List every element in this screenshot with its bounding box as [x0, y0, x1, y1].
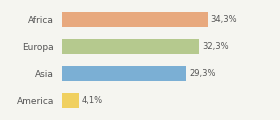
Text: 32,3%: 32,3%: [202, 42, 229, 51]
Bar: [62, 39, 199, 54]
Bar: [62, 66, 186, 81]
Bar: [62, 12, 207, 27]
Text: 29,3%: 29,3%: [189, 69, 216, 78]
Bar: [62, 93, 79, 108]
Text: 4,1%: 4,1%: [82, 96, 103, 105]
Text: 34,3%: 34,3%: [211, 15, 237, 24]
